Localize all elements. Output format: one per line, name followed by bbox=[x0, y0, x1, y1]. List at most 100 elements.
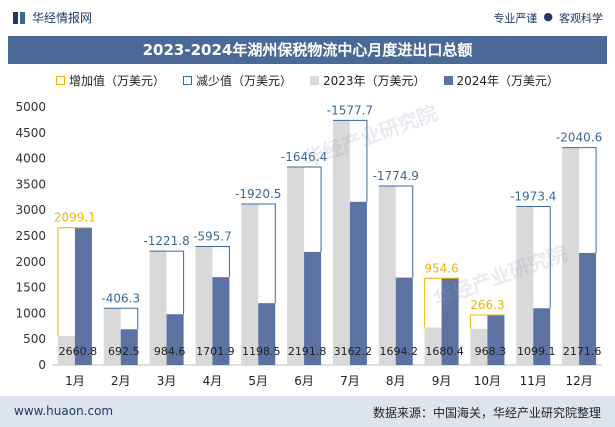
decrease-bracket bbox=[103, 307, 139, 330]
bar-2023 bbox=[332, 120, 350, 365]
legend-item-decrease: 减少值（万美元） bbox=[182, 72, 292, 88]
legend-swatch-increase bbox=[55, 75, 65, 85]
x-tick-label: 5月 bbox=[248, 374, 268, 388]
x-tick-label: 2月 bbox=[111, 374, 131, 388]
brand-name: 华经情报网 bbox=[32, 11, 93, 25]
footer: www.huaon.com 数据来源：中国海关，华经产业研究院整理 bbox=[0, 396, 615, 427]
decrease-bracket bbox=[378, 185, 414, 278]
legend-swatch-decrease bbox=[182, 75, 192, 85]
bar-2023 bbox=[103, 308, 121, 365]
bar-2023 bbox=[241, 204, 259, 365]
y-tick-label: 4000 bbox=[15, 152, 46, 166]
value-label-2024: 984.6 bbox=[154, 345, 186, 358]
y-tick-label: 2500 bbox=[15, 229, 46, 243]
bar-2023 bbox=[287, 166, 305, 365]
bar-2024 bbox=[166, 314, 184, 365]
value-label-2024: 2191.8 bbox=[288, 345, 327, 358]
y-tick-label: 3500 bbox=[15, 177, 46, 191]
bar-2024 bbox=[441, 278, 459, 365]
slogan-tag-2: 客观科学 bbox=[559, 12, 603, 25]
change-label: 266.3 bbox=[470, 298, 504, 312]
value-label-2024: 1694.2 bbox=[380, 345, 419, 358]
change-label: 2099.1 bbox=[54, 211, 96, 225]
value-label-2024: 968.3 bbox=[475, 345, 507, 358]
value-label-2024: 692.5 bbox=[108, 345, 140, 358]
bar-2024 bbox=[212, 277, 230, 365]
legend-swatch-2023 bbox=[309, 75, 319, 85]
change-label: -1774.9 bbox=[373, 169, 419, 183]
legend-item-increase: 增加值（万美元） bbox=[55, 72, 165, 88]
y-tick-label: 4500 bbox=[15, 126, 46, 140]
footer-website: www.huaon.com bbox=[14, 404, 114, 418]
increase-bracket bbox=[57, 227, 92, 337]
bar-2024 bbox=[487, 315, 505, 365]
bar-2024 bbox=[304, 251, 322, 365]
x-tick-label: 4月 bbox=[203, 374, 223, 388]
x-tick-label: 7月 bbox=[340, 374, 360, 388]
y-tick-label: 1500 bbox=[15, 281, 46, 295]
y-tick-label: 0 bbox=[38, 358, 46, 372]
bar-2024 bbox=[120, 329, 138, 365]
bar-2024 bbox=[533, 308, 551, 365]
change-label: -595.7 bbox=[193, 229, 232, 243]
bar-2023 bbox=[378, 185, 396, 365]
change-label: -406.3 bbox=[101, 291, 140, 305]
footer-source: 数据来源：中国海关，华经产业研究院整理 bbox=[372, 406, 601, 420]
x-tick-label: 10月 bbox=[474, 374, 501, 388]
value-label-2024: 2171.6 bbox=[563, 345, 602, 358]
value-label-2024: 3162.2 bbox=[334, 345, 373, 358]
x-tick-label: 1月 bbox=[65, 374, 85, 388]
legend-label-decrease: 减少值（万美元） bbox=[195, 73, 292, 88]
increase-bracket bbox=[469, 314, 505, 329]
bar-2023 bbox=[195, 246, 213, 365]
y-tick-label: 5000 bbox=[15, 100, 46, 114]
bar-2023 bbox=[470, 328, 488, 365]
y-tick-label: 3000 bbox=[15, 203, 46, 217]
change-label: -1920.5 bbox=[235, 187, 281, 201]
decrease-bracket bbox=[241, 203, 276, 304]
decrease-bracket bbox=[332, 119, 368, 202]
bar-2023 bbox=[57, 336, 75, 365]
increase-bracket bbox=[424, 277, 459, 328]
change-label: -2040.6 bbox=[556, 131, 602, 145]
bar-2024 bbox=[579, 252, 597, 365]
bar-2023 bbox=[562, 147, 580, 365]
bar-2024 bbox=[395, 277, 413, 365]
slogan: 专业严谨 ● 客观科学 bbox=[493, 10, 603, 26]
chart-title: 2023-2024年湖州保税物流中心月度进出口总额 bbox=[8, 36, 607, 64]
value-label-2024: 1701.9 bbox=[196, 345, 235, 358]
legend: 增加值（万美元） 减少值（万美元） 2023年（万美元） 2024年（万美元） bbox=[0, 72, 615, 88]
legend-item-2024: 2024年（万美元） bbox=[443, 72, 560, 88]
y-tick-label: 500 bbox=[23, 332, 46, 346]
decrease-bracket bbox=[195, 245, 230, 278]
bar-2024 bbox=[258, 303, 276, 365]
y-tick-label: 1000 bbox=[15, 306, 46, 320]
legend-label-increase: 增加值（万美元） bbox=[68, 73, 165, 88]
value-label-2024: 1198.5 bbox=[242, 345, 281, 358]
value-label-2024: 1099.1 bbox=[517, 345, 556, 358]
x-tick-label: 6月 bbox=[294, 374, 314, 388]
y-tick-label: 2000 bbox=[15, 255, 46, 269]
bar-2023 bbox=[149, 251, 167, 365]
legend-label-2024: 2024年（万美元） bbox=[456, 73, 560, 88]
legend-item-2023: 2023年（万美元） bbox=[309, 72, 426, 88]
change-label: -1646.4 bbox=[281, 150, 327, 164]
brand-logo-icon bbox=[13, 11, 25, 24]
bar-2024 bbox=[349, 201, 367, 365]
x-tick-label: 12月 bbox=[565, 374, 592, 388]
change-label: 954.6 bbox=[424, 261, 458, 275]
slogan-dot: ● bbox=[543, 10, 553, 23]
top-bar: 华经情报网 专业严谨 ● 客观科学 bbox=[0, 0, 615, 36]
decrease-bracket bbox=[516, 205, 551, 309]
legend-swatch-2024 bbox=[443, 75, 453, 85]
slogan-tag-1: 专业严谨 bbox=[493, 12, 538, 25]
value-label-2024: 1680.4 bbox=[425, 345, 464, 358]
value-label-2024: 2660.8 bbox=[59, 345, 98, 358]
brand: 华经情报网 bbox=[12, 9, 92, 26]
bar-2023 bbox=[516, 206, 534, 365]
bar-2024 bbox=[74, 227, 92, 365]
x-tick-label: 9月 bbox=[432, 374, 452, 388]
bar-2023 bbox=[424, 327, 442, 365]
